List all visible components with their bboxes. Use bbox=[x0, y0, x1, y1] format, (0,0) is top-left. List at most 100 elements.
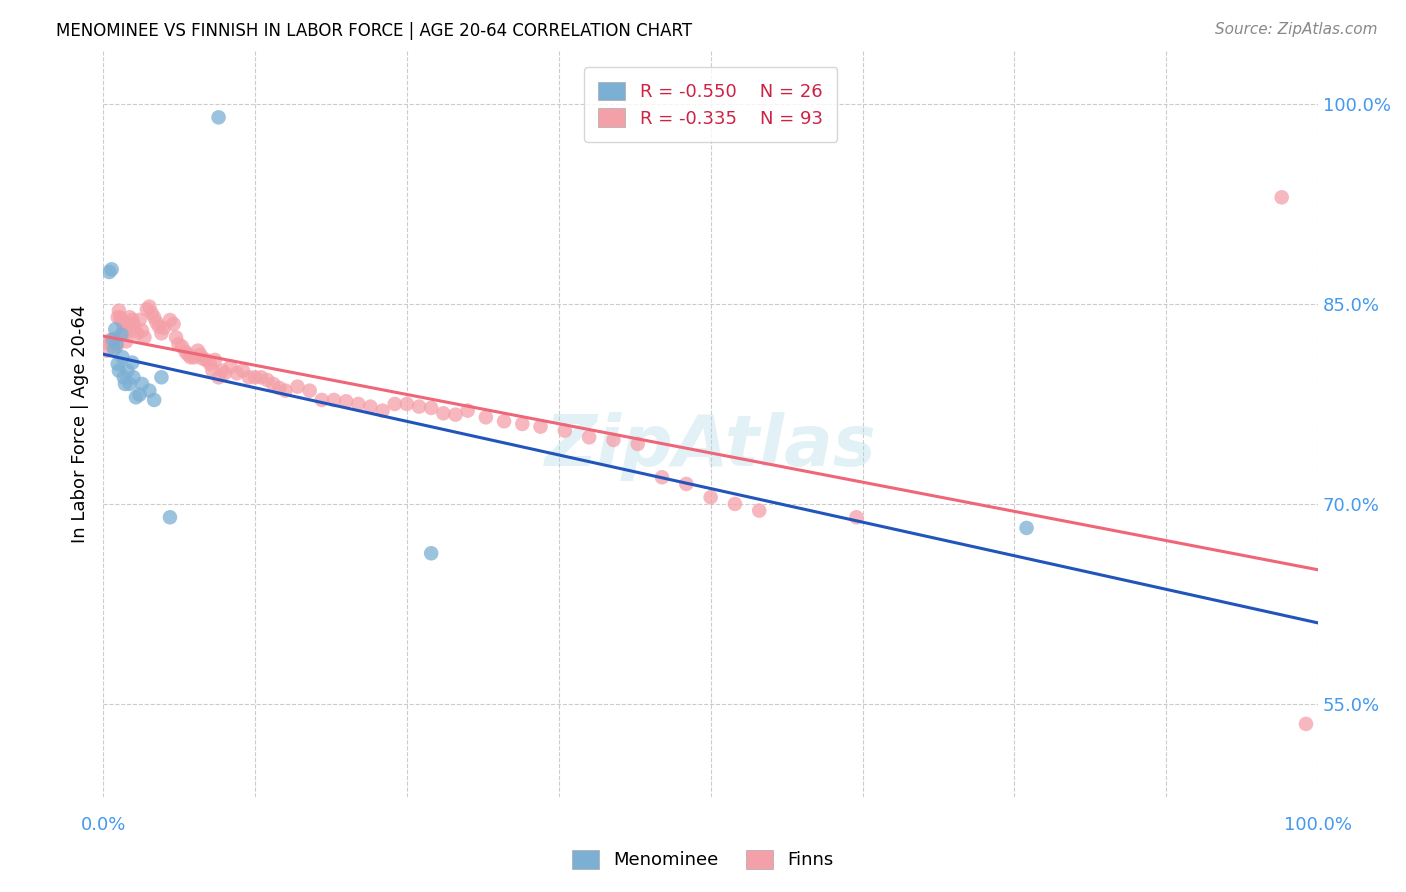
Point bbox=[108, 364, 131, 378]
Point bbox=[195, 353, 218, 368]
Point bbox=[371, 403, 394, 417]
Legend: R = -0.550    N = 26, R = -0.335    N = 93: R = -0.550 N = 26, R = -0.335 N = 93 bbox=[583, 67, 838, 142]
Point bbox=[138, 384, 160, 398]
Point bbox=[1015, 521, 1038, 535]
Text: Source: ZipAtlas.com: Source: ZipAtlas.com bbox=[1215, 22, 1378, 37]
Y-axis label: In Labor Force | Age 20-64: In Labor Force | Age 20-64 bbox=[72, 305, 89, 543]
Point bbox=[115, 334, 138, 349]
Point bbox=[117, 317, 139, 331]
Point bbox=[262, 376, 284, 391]
Point bbox=[162, 317, 184, 331]
Point bbox=[335, 394, 357, 409]
Point bbox=[122, 370, 145, 384]
Point bbox=[100, 333, 122, 347]
Point bbox=[675, 477, 697, 491]
Point bbox=[165, 330, 187, 344]
Point bbox=[145, 316, 167, 330]
Point bbox=[150, 326, 173, 341]
Point bbox=[845, 510, 868, 524]
Point bbox=[100, 262, 122, 277]
Point bbox=[98, 265, 121, 279]
Point bbox=[101, 333, 124, 347]
Point bbox=[1271, 190, 1294, 204]
Point bbox=[128, 387, 150, 401]
Point bbox=[103, 332, 125, 346]
Point bbox=[107, 310, 129, 325]
Point bbox=[269, 381, 291, 395]
Point bbox=[105, 340, 128, 354]
Point bbox=[201, 364, 224, 378]
Point bbox=[432, 406, 454, 420]
Point bbox=[408, 400, 430, 414]
Point bbox=[108, 310, 131, 325]
Point bbox=[172, 340, 194, 354]
Point bbox=[112, 324, 135, 338]
Point bbox=[143, 392, 166, 407]
Point bbox=[207, 370, 229, 384]
Text: MENOMINEE VS FINNISH IN LABOR FORCE | AGE 20-64 CORRELATION CHART: MENOMINEE VS FINNISH IN LABOR FORCE | AG… bbox=[56, 22, 692, 40]
Point bbox=[274, 384, 297, 398]
Point bbox=[118, 310, 141, 325]
Point bbox=[121, 356, 143, 370]
Point bbox=[651, 470, 673, 484]
Point bbox=[125, 390, 148, 404]
Point bbox=[359, 400, 381, 414]
Point bbox=[107, 357, 129, 371]
Point bbox=[114, 326, 136, 341]
Point bbox=[724, 497, 747, 511]
Point bbox=[347, 397, 370, 411]
Point bbox=[100, 337, 122, 351]
Point bbox=[138, 300, 160, 314]
Point bbox=[256, 373, 278, 387]
Point bbox=[578, 430, 600, 444]
Point bbox=[232, 364, 254, 378]
Point bbox=[384, 397, 406, 411]
Point bbox=[211, 364, 233, 378]
Point bbox=[214, 366, 236, 380]
Point bbox=[124, 324, 146, 338]
Point bbox=[699, 490, 721, 504]
Point bbox=[114, 376, 136, 391]
Point bbox=[153, 321, 176, 335]
Point bbox=[395, 397, 418, 411]
Point bbox=[311, 392, 333, 407]
Point bbox=[457, 403, 479, 417]
Point bbox=[475, 410, 498, 425]
Point bbox=[250, 370, 273, 384]
Point bbox=[128, 313, 150, 327]
Point bbox=[174, 345, 197, 359]
Point bbox=[204, 353, 226, 368]
Point bbox=[141, 306, 163, 320]
Point bbox=[238, 370, 260, 384]
Point bbox=[159, 510, 181, 524]
Point bbox=[122, 317, 145, 331]
Point bbox=[287, 379, 309, 393]
Point bbox=[183, 351, 205, 365]
Point bbox=[187, 343, 209, 358]
Point bbox=[219, 359, 242, 374]
Point bbox=[150, 370, 173, 384]
Point bbox=[243, 370, 266, 384]
Point bbox=[105, 337, 128, 351]
Point bbox=[554, 424, 576, 438]
Point bbox=[112, 370, 135, 384]
Point bbox=[104, 334, 127, 349]
Point bbox=[510, 417, 533, 431]
Point bbox=[118, 376, 141, 391]
Point bbox=[191, 351, 214, 366]
Point bbox=[177, 348, 200, 362]
Point bbox=[1295, 717, 1317, 731]
Point bbox=[135, 302, 157, 317]
Point bbox=[110, 313, 132, 327]
Point bbox=[111, 351, 134, 365]
Point bbox=[207, 111, 229, 125]
Point bbox=[420, 546, 443, 560]
Point bbox=[225, 366, 247, 380]
Point bbox=[148, 319, 170, 334]
Point bbox=[420, 401, 443, 415]
Point bbox=[180, 351, 202, 365]
Point bbox=[131, 376, 153, 391]
Point bbox=[627, 437, 650, 451]
Point bbox=[167, 337, 190, 351]
Point bbox=[110, 327, 132, 342]
